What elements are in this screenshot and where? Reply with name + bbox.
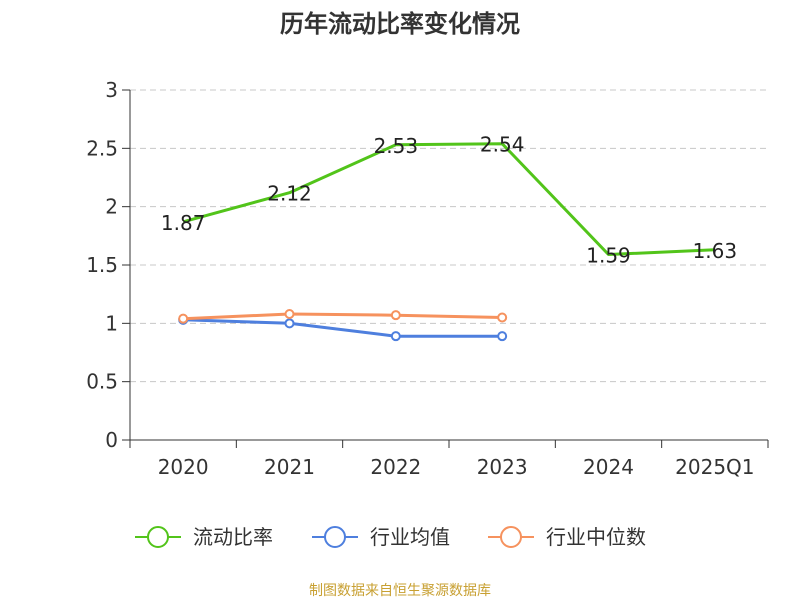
source-note: 制图数据来自恒生聚源数据库 <box>309 583 491 599</box>
data-labels: 1.87 2.12 2.53 2.54 1.59 1.63 <box>161 133 737 268</box>
series-group <box>178 142 715 342</box>
data-label: 2.12 <box>267 182 312 206</box>
x-tick-label: 2023 <box>477 455 528 479</box>
data-point[interactable] <box>497 312 508 323</box>
y-tick-label: 2 <box>105 195 118 219</box>
series-line-0 <box>182 142 715 256</box>
grid-lines <box>130 89 768 383</box>
y-tick-label: 2.5 <box>86 136 118 160</box>
data-point[interactable] <box>284 309 295 319</box>
legend[interactable]: 流动比率 行业均值 行业中位数 <box>135 525 646 549</box>
legend-swatch-marker <box>500 526 522 548</box>
legend-swatch-marker <box>324 526 346 548</box>
data-point[interactable] <box>284 318 295 329</box>
series-line-2 <box>183 312 503 321</box>
legend-item-label[interactable]: 行业均值 <box>370 525 450 549</box>
data-label: 2.53 <box>374 134 419 158</box>
data-label: 1.59 <box>586 244 631 268</box>
chart-title: 历年流动比率变化情况 <box>280 10 520 38</box>
data-point[interactable] <box>390 310 401 321</box>
y-tick-label: 1 <box>105 311 118 335</box>
x-tick-label: 2022 <box>370 455 421 479</box>
x-tick-label: 2025Q1 <box>675 455 754 479</box>
x-tick-label: 2020 <box>158 455 209 479</box>
legend-swatch-marker <box>147 526 169 548</box>
y-tick-label: 3 <box>105 78 118 102</box>
y-tick-label: 0 <box>105 428 118 452</box>
y-tick-label: 1.5 <box>86 253 118 277</box>
legend-item-label[interactable]: 行业中位数 <box>546 525 646 549</box>
data-label: 1.87 <box>161 211 206 235</box>
x-tick-label: 2024 <box>583 455 634 479</box>
series-line-1 <box>183 318 503 338</box>
y-tick-label: 0.5 <box>86 370 118 394</box>
data-point[interactable] <box>390 331 401 342</box>
data-point[interactable] <box>497 331 508 342</box>
legend-item-label[interactable]: 流动比率 <box>193 525 273 549</box>
data-point[interactable] <box>178 313 189 324</box>
data-label: 2.54 <box>480 133 525 157</box>
x-tick-label: 2021 <box>264 455 315 479</box>
data-label: 1.63 <box>693 239 738 263</box>
